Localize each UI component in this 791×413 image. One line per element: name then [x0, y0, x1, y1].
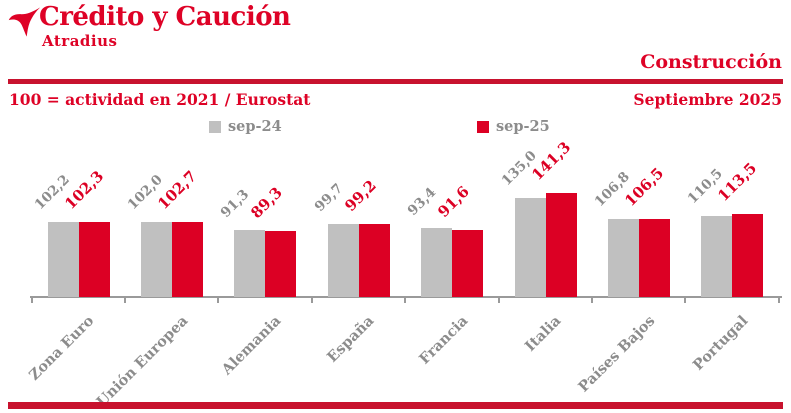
legend-label-sep-24: sep-24	[228, 118, 282, 135]
legend-label-sep-25: sep-25	[496, 118, 550, 135]
bar-sep-25-union-europea	[171, 221, 203, 297]
value-label-sep-25-portugal: 113,5	[714, 158, 761, 205]
value-label-sep-24-espana: 99,7	[311, 180, 346, 215]
bar-sep-24-alemania	[234, 229, 266, 297]
value-label-sep-24-francia: 93,4	[404, 184, 440, 220]
bar-sep-24-espana	[327, 223, 359, 297]
x-axis-tick	[310, 297, 313, 303]
bar-sep-25-italia	[545, 193, 577, 297]
top-divider-rule	[8, 79, 783, 84]
bar-sep-25-paises-bajos	[638, 218, 670, 297]
axis-note: 100 = actividad en 2021 / Eurostat	[9, 90, 311, 109]
x-axis-tick	[30, 297, 33, 303]
bar-sep-24-union-europea	[140, 222, 172, 297]
x-axis-tick	[777, 297, 780, 303]
report-date: Septiembre 2025	[633, 90, 782, 109]
x-axis-tick	[404, 297, 407, 303]
legend-swatch-sep-24	[209, 120, 221, 133]
bar-sep-24-portugal	[701, 215, 733, 297]
x-axis-tick	[590, 297, 593, 303]
category-label-zona-euro: Zona Euro	[25, 312, 98, 384]
logo-subtitle: Atradius	[42, 32, 118, 50]
bar-sep-24-francia	[421, 228, 453, 297]
value-label-sep-25-paises-bajos: 106,5	[621, 163, 668, 210]
x-axis-tick	[123, 297, 126, 303]
section-title: Construcción	[640, 51, 782, 73]
value-label-sep-25-alemania: 89,3	[247, 183, 287, 223]
value-label-sep-24-union-europea: 102,0	[124, 171, 166, 214]
x-axis-tick	[217, 297, 220, 303]
x-axis-tick	[684, 297, 687, 303]
bar-sep-25-francia	[452, 229, 484, 297]
bar-sep-25-alemania	[265, 231, 297, 297]
logo-title: Crédito y Caución	[39, 2, 291, 32]
legend-item-sep-25: sep-25	[477, 118, 550, 135]
x-axis-tick	[497, 297, 500, 303]
value-label-sep-24-alemania: 91,3	[217, 186, 253, 221]
value-label-sep-25-zona-euro: 102,3	[60, 166, 107, 213]
value-label-sep-24-zona-euro: 102,2	[31, 171, 73, 213]
value-label-sep-25-francia: 91,6	[434, 182, 473, 221]
credito-y-caucion-logo-icon	[8, 7, 41, 37]
bar-sep-24-zona-euro	[47, 221, 79, 297]
value-label-sep-25-union-europea: 102,7	[154, 166, 201, 213]
bar-sep-24-italia	[514, 197, 546, 297]
bar-sep-25-espana	[358, 224, 390, 297]
value-label-sep-25-espana: 99,2	[340, 176, 380, 216]
bar-sep-24-paises-bajos	[607, 218, 639, 297]
x-axis-line	[29, 296, 782, 298]
legend-item-sep-24: sep-24	[209, 118, 282, 135]
bottom-divider-rule	[8, 402, 783, 409]
bar-sep-25-zona-euro	[78, 221, 110, 297]
bar-sep-25-portugal	[732, 213, 764, 297]
legend-swatch-sep-25	[477, 120, 489, 133]
